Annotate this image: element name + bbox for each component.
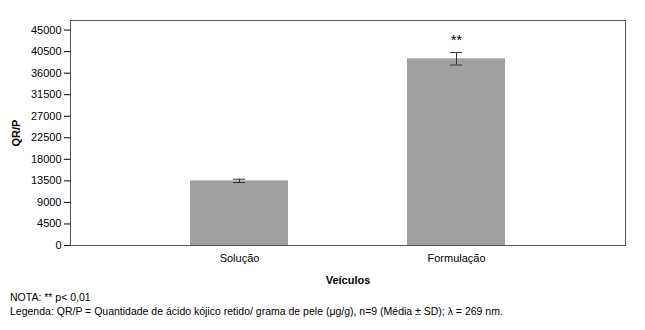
svg-text:0: 0 (55, 239, 61, 251)
svg-text:27000: 27000 (31, 110, 62, 122)
svg-text:9000: 9000 (37, 196, 61, 208)
svg-text:Solução: Solução (220, 252, 260, 264)
html-text:NOTA: ** p< 0,01: NOTA: ** p< 0,01 (10, 291, 91, 303)
svg-text:QR/P: QR/P (10, 120, 22, 147)
svg-text:4500: 4500 (37, 217, 61, 229)
svg-text:Formulação: Formulação (427, 252, 485, 264)
svg-text:13500: 13500 (31, 174, 62, 186)
svg-text:40500: 40500 (31, 45, 62, 57)
svg-text:Veículos: Veículos (326, 274, 371, 286)
html-text:Legenda: QR/P = Quantidade de: Legenda: QR/P = Quantidade de ácido kóji… (10, 305, 503, 317)
svg-text:18000: 18000 (31, 153, 62, 165)
svg-text:36000: 36000 (31, 67, 62, 79)
svg-text:31500: 31500 (31, 88, 62, 100)
svg-text:45000: 45000 (31, 24, 62, 36)
svg-text:**: ** (451, 32, 462, 48)
svg-text:22500: 22500 (31, 131, 62, 143)
